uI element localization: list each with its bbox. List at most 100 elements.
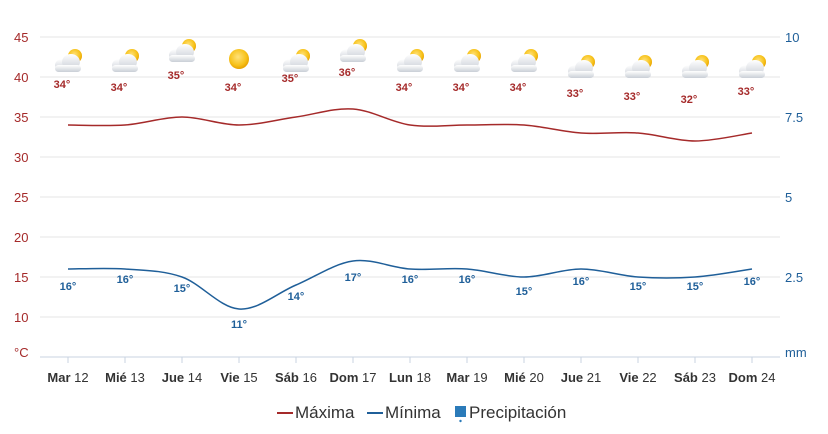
cloud-shape [511, 54, 537, 72]
data-label-maxima: 33° [624, 91, 641, 103]
y-left-tick-label: 20 [14, 230, 28, 245]
partly-cloudy-icon [625, 55, 652, 78]
legend-dot [459, 419, 462, 423]
partly-cloudy-icon [55, 49, 82, 72]
data-label-minima: 17° [345, 272, 362, 284]
cloud-shape [55, 54, 81, 72]
x-tick-label: Mié 13 [105, 370, 145, 385]
cloud-base [55, 65, 81, 72]
y-axis-right: 2.5 5 7.5 10 mm [785, 30, 807, 360]
partly-cloudy-icon [568, 55, 595, 78]
partly-cloudy-icon [739, 55, 766, 78]
legend-label: Mínima [385, 403, 441, 422]
cloud-shape [625, 60, 651, 78]
data-label-maxima: 32° [681, 94, 698, 106]
y-left-tick-label: 10 [14, 310, 28, 325]
data-label-maxima: 34° [396, 82, 413, 94]
cloud-base [739, 71, 765, 78]
cloud-base [169, 55, 195, 62]
y-left-tick-label: 30 [14, 150, 28, 165]
data-label-maxima: 33° [567, 88, 584, 100]
partly-cloudy-icon [283, 49, 310, 72]
data-label-maxima: 35° [282, 73, 299, 85]
cloud-shape [739, 60, 765, 78]
x-tick-label: Mar 12 [47, 370, 88, 385]
cloud-shape [568, 60, 594, 78]
partly-cloudy-icon [340, 39, 367, 62]
cloud-base [682, 71, 708, 78]
data-label-maxima: 34° [54, 79, 71, 91]
y-right-tick-label: 5 [785, 190, 792, 205]
series-line-maxima [67, 108, 753, 142]
y-left-tick-label: 45 [14, 30, 28, 45]
x-tick-label: Jue 21 [561, 370, 601, 385]
x-tick-label: Dom 24 [729, 370, 776, 385]
data-label-minima: 11° [231, 319, 247, 331]
series-line-minima [67, 259, 753, 310]
data-label-minima: 16° [60, 281, 77, 293]
data-label-maxima: 34° [510, 82, 527, 94]
partly-cloudy-icon [682, 55, 709, 78]
data-label-maxima: 35° [168, 70, 185, 82]
partly-cloudy-icon [454, 49, 481, 72]
data-label-minima: 16° [402, 274, 419, 286]
partly-cloudy-icon [169, 39, 196, 62]
cloud-base [283, 65, 309, 72]
series-lines [67, 108, 753, 310]
y-left-tick-label: 25 [14, 190, 28, 205]
x-tick-label: Jue 14 [162, 370, 202, 385]
cloud-shape [340, 44, 366, 62]
legend: Máxima Mínima Precipitación [277, 403, 566, 423]
legend-label: Máxima [295, 403, 355, 422]
x-tick-label: Dom 17 [330, 370, 377, 385]
cloud-shape [283, 54, 309, 72]
y-left-tick-label: 15 [14, 270, 28, 285]
data-label-minima: 14° [288, 291, 305, 303]
cloud-shape [682, 60, 708, 78]
data-label-maxima: 34° [111, 82, 128, 94]
data-label-maxima: 33° [738, 86, 755, 98]
data-label-minima: 15° [630, 281, 647, 293]
data-label-maxima: 34° [453, 82, 470, 94]
cloud-base [454, 65, 480, 72]
cloud-base [397, 65, 423, 72]
y-left-tick-label: 35 [14, 110, 28, 125]
y-right-tick-label: 2.5 [785, 270, 803, 285]
data-label-minima: 16° [459, 274, 476, 286]
sun-shape [229, 49, 249, 69]
cloud-base [112, 65, 138, 72]
x-tick-label: Vie 15 [220, 370, 257, 385]
cloud-shape [397, 54, 423, 72]
data-label-minima: 16° [744, 276, 761, 288]
cloud-shape [112, 54, 138, 72]
legend-item: Máxima [277, 403, 355, 422]
x-tick-label: Lun 18 [389, 370, 431, 385]
cloud-base [568, 71, 594, 78]
y-left-unit: °C [14, 345, 29, 360]
x-axis: Mar 12 Mié 13 Jue 14 Vie 15 Sáb 16 Dom 17 Lun … [40, 356, 780, 385]
partly-cloudy-icon [511, 49, 538, 72]
data-label-minima: 15° [516, 286, 533, 298]
x-tick-label: Mié 20 [504, 370, 544, 385]
data-label-minima: 15° [174, 283, 191, 295]
legend-box-symbol [455, 406, 466, 417]
weather-icons [55, 39, 766, 78]
data-label-minima: 16° [117, 274, 134, 286]
y-right-unit: mm [785, 345, 807, 360]
cloud-base [340, 55, 366, 62]
x-tick-label: Mar 19 [446, 370, 487, 385]
y-left-tick-label: 40 [14, 70, 28, 85]
sunny-icon [229, 49, 249, 69]
y-right-tick-label: 10 [785, 30, 799, 45]
grid-lines [40, 36, 780, 318]
partly-cloudy-icon [397, 49, 424, 72]
legend-label: Precipitación [469, 403, 566, 422]
legend-item: Mínima [367, 403, 441, 422]
data-label-maxima: 34° [225, 82, 242, 94]
cloud-base [511, 65, 537, 72]
cloud-base [625, 71, 651, 78]
x-tick-label: Sáb 16 [275, 370, 317, 385]
x-tick-label: Vie 22 [619, 370, 656, 385]
data-label-minima: 15° [687, 281, 704, 293]
y-axis-left: 10 15 20 25 30 35 40 45 °C [14, 30, 29, 360]
